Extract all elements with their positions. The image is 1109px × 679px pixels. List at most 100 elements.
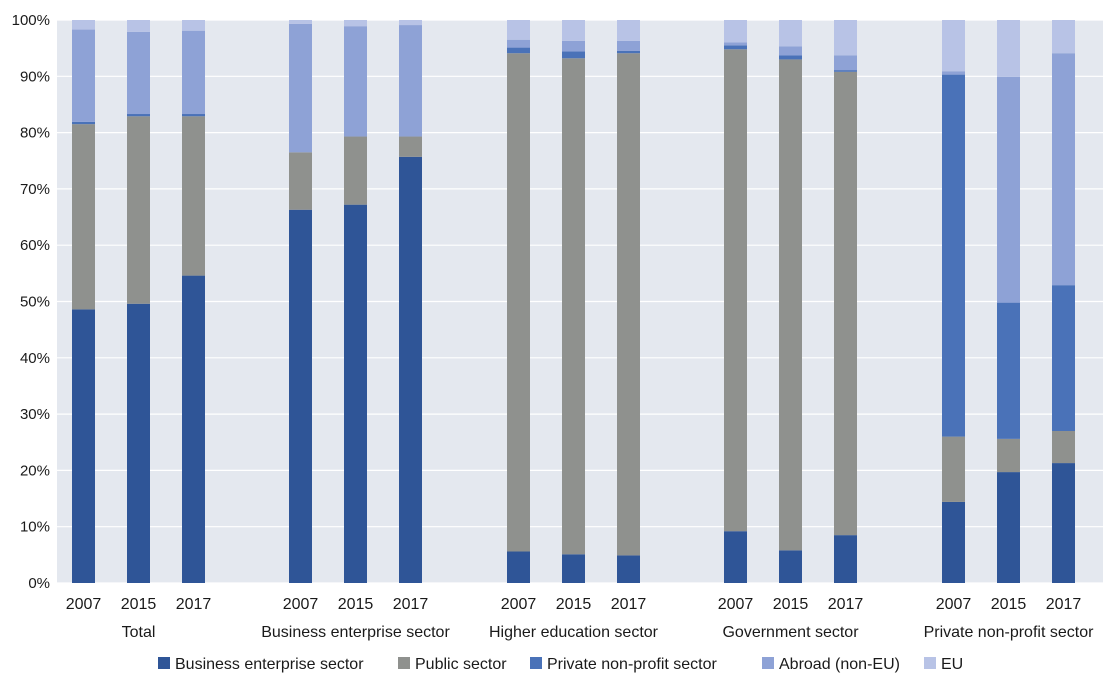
- y-axis: 0% 10% 20% 30% 40% 50% 60% 70% 80% 90% 100%: [12, 12, 50, 592]
- x-tick-label: 2015: [338, 596, 374, 613]
- bar-segment: [834, 55, 857, 71]
- bar-segment: [617, 555, 640, 583]
- bar-segment: [72, 29, 95, 122]
- bar-segment: [507, 551, 530, 583]
- bar-segment: [779, 55, 802, 60]
- x-tick-label: 2017: [611, 596, 647, 613]
- bar-segment: [617, 53, 640, 556]
- x-tick-label: 2015: [991, 596, 1027, 613]
- bar-segment: [289, 23, 312, 153]
- bar-segment: [997, 20, 1020, 77]
- legend-label: EU: [941, 656, 963, 673]
- legend-item: Business enterprise sector: [158, 656, 364, 673]
- legend-label: Public sector: [415, 656, 507, 673]
- y-tick-label: 10%: [20, 519, 50, 536]
- bar-segment: [724, 42, 747, 46]
- bar-segment: [942, 20, 965, 72]
- bar-segment: [724, 49, 747, 532]
- bar-segment: [779, 20, 802, 47]
- x-tick-label: 2007: [501, 596, 537, 613]
- bar-segment: [182, 20, 205, 31]
- bar-segment: [997, 472, 1020, 583]
- bar-segment: [344, 136, 367, 205]
- x-tick-label: 2007: [283, 596, 319, 613]
- bar-segment: [289, 20, 312, 24]
- legend-swatch: [924, 657, 936, 669]
- x-group-label: Private non-profit sector: [924, 624, 1095, 641]
- bar-segment: [1052, 430, 1075, 464]
- legend-label: Private non-profit sector: [547, 656, 718, 673]
- bar-segment: [562, 20, 585, 41]
- legend: Business enterprise sector Public sector P…: [158, 656, 963, 673]
- bar-segment: [942, 436, 965, 502]
- x-tick-label: 2015: [556, 596, 592, 613]
- y-tick-label: 0%: [28, 575, 50, 592]
- bar-segment: [289, 152, 312, 210]
- bar-segment: [1052, 20, 1075, 54]
- bar-segment: [1052, 285, 1075, 431]
- bar-segment: [72, 124, 95, 310]
- bar-segment: [617, 20, 640, 41]
- bar-segment: [72, 309, 95, 583]
- bar-segment: [399, 136, 422, 157]
- bar-group: [507, 20, 640, 583]
- legend-item: Public sector: [398, 656, 507, 673]
- x-group-label: Business enterprise sector: [261, 624, 450, 641]
- y-tick-label: 60%: [20, 237, 50, 254]
- y-tick-label: 100%: [12, 12, 50, 29]
- bar-segment: [507, 20, 530, 40]
- y-tick-label: 20%: [20, 462, 50, 479]
- x-tick-label: 2015: [121, 596, 157, 613]
- y-tick-label: 40%: [20, 350, 50, 367]
- bar-group: [72, 20, 205, 583]
- bar-segment: [127, 114, 150, 117]
- bar-segment: [507, 47, 530, 54]
- bar-segment: [942, 74, 965, 437]
- bar-segment: [344, 204, 367, 583]
- bar-segment: [562, 554, 585, 583]
- bar-segment: [834, 70, 857, 72]
- bar-group: [942, 20, 1075, 583]
- bar-segment: [344, 20, 367, 27]
- legend-item: Private non-profit sector: [530, 656, 718, 673]
- bar-segment: [942, 71, 965, 75]
- bar-segment: [507, 39, 530, 48]
- bar-segment: [399, 25, 422, 137]
- bar-segment: [779, 46, 802, 56]
- x-group-label: Higher education sector: [489, 624, 659, 641]
- y-tick-label: 90%: [20, 68, 50, 85]
- x-tick-label: 2017: [1046, 596, 1082, 613]
- bar-group: [289, 20, 422, 583]
- bar-segment: [834, 20, 857, 56]
- bar-segment: [779, 59, 802, 551]
- bar-segment: [72, 20, 95, 30]
- legend-swatch: [158, 657, 170, 669]
- bar-segment: [942, 501, 965, 583]
- bar-segment: [724, 20, 747, 43]
- bar-segment: [182, 116, 205, 276]
- bar-segment: [399, 156, 422, 583]
- legend-label: Business enterprise sector: [175, 656, 364, 673]
- y-tick-label: 70%: [20, 181, 50, 198]
- x-tick-label: 2017: [828, 596, 864, 613]
- bar-segment: [182, 114, 205, 117]
- bar-segment: [724, 45, 747, 50]
- legend-item: Abroad (non-EU): [762, 656, 900, 673]
- bar-segment: [997, 438, 1020, 473]
- bar-segment: [182, 275, 205, 583]
- bar-segment: [834, 71, 857, 536]
- legend-label: Abroad (non-EU): [779, 656, 900, 673]
- bar-segment: [127, 20, 150, 32]
- bars: [72, 20, 1075, 583]
- bar-segment: [724, 531, 747, 583]
- y-tick-label: 30%: [20, 406, 50, 423]
- x-tick-label: 2017: [393, 596, 429, 613]
- bar-segment: [507, 53, 530, 552]
- bar-segment: [182, 30, 205, 115]
- x-tick-label: 2007: [718, 596, 754, 613]
- bar-segment: [127, 303, 150, 583]
- bar-segment: [617, 40, 640, 51]
- bar-segment: [127, 31, 150, 115]
